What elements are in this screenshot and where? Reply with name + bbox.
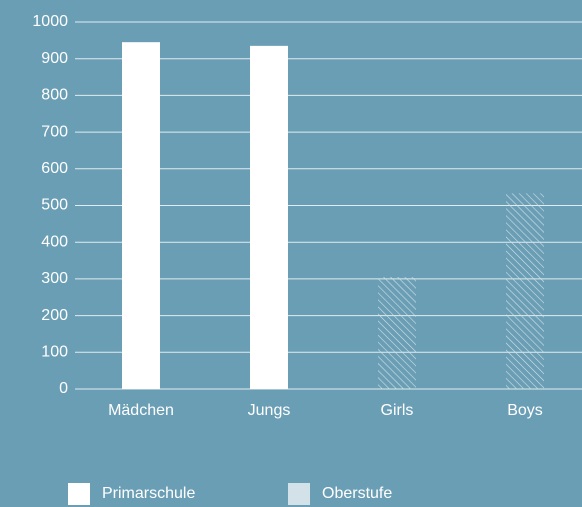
legend-label: Oberstufe: [322, 485, 392, 502]
y-tick-label: 100: [41, 344, 68, 361]
x-tick-label: Boys: [507, 402, 543, 419]
legend-swatch: [68, 483, 90, 505]
y-tick-label: 900: [41, 50, 68, 67]
y-tick-label: 500: [41, 197, 68, 214]
y-tick-label: 800: [41, 87, 68, 104]
x-tick-label: Girls: [381, 402, 414, 419]
y-tick-label: 700: [41, 123, 68, 140]
y-tick-label: 600: [41, 160, 68, 177]
bar: [122, 42, 160, 390]
legend-swatch: [288, 483, 310, 505]
legend-label: Primarschule: [102, 485, 195, 502]
y-tick-label: 1000: [32, 13, 68, 30]
y-tick-label: 400: [41, 233, 68, 250]
y-tick-label: 0: [59, 380, 68, 397]
y-tick-label: 300: [41, 270, 68, 287]
x-tick-label: Jungs: [248, 402, 291, 419]
x-tick-label: Mädchen: [108, 402, 174, 419]
y-tick-label: 200: [41, 307, 68, 324]
bar: [506, 193, 544, 389]
bar: [378, 277, 416, 389]
bar: [250, 45, 288, 389]
